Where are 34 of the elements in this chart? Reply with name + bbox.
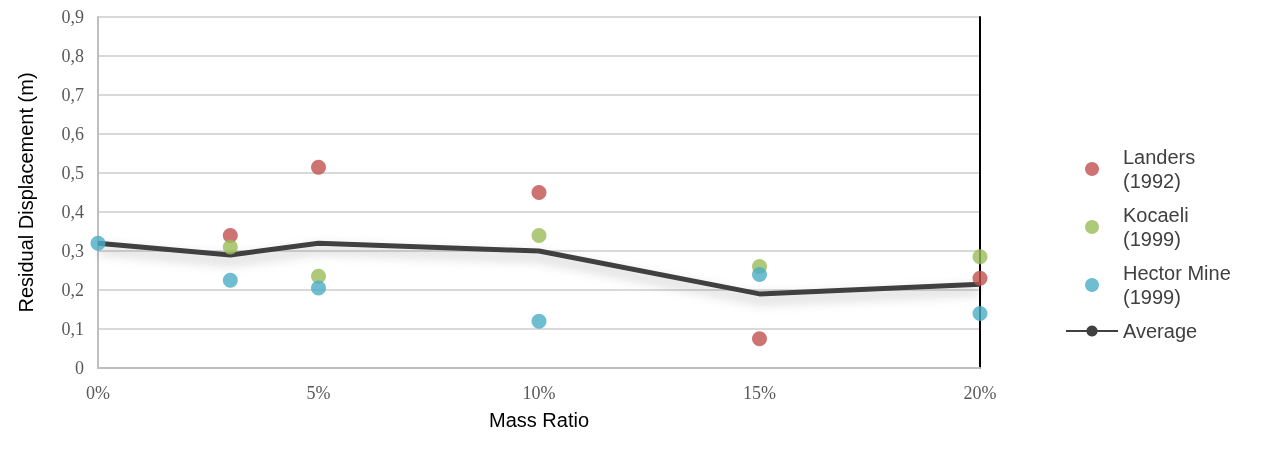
- y-tick-label: 0,1: [61, 319, 84, 339]
- y-tick-label: 0,3: [61, 241, 84, 261]
- point: [90, 235, 106, 251]
- y-axis-title: Residual Displacement (m): [15, 72, 37, 313]
- x-tick-label: 0%: [86, 383, 110, 403]
- legend-label: Average: [1123, 320, 1198, 342]
- point: [752, 266, 767, 282]
- x-tick-label: 5%: [306, 383, 331, 403]
- point: [972, 270, 988, 286]
- point: [531, 185, 547, 200]
- x-tick-label: 10%: [522, 383, 556, 403]
- y-tick-label: 0: [75, 358, 84, 378]
- point: [311, 159, 326, 175]
- legend-label: Hector Mine (1999): [1123, 262, 1237, 308]
- x-axis-title: Mass Ratio: [488, 409, 590, 431]
- y-tick-label: 0,4: [61, 202, 84, 222]
- y-tick-label: 0,5: [61, 163, 84, 183]
- point: [531, 227, 547, 243]
- point: [752, 331, 767, 347]
- y-tick-label: 0,7: [61, 85, 84, 105]
- x-tick-label: 15%: [743, 383, 776, 403]
- y-tick-label: 0,8: [61, 46, 84, 66]
- point: [222, 239, 238, 255]
- y-tick-label: 0,6: [61, 124, 84, 144]
- legend-label: Landers (1992): [1123, 146, 1201, 192]
- point: [311, 280, 326, 296]
- x-tick-label: 20%: [963, 383, 997, 403]
- point: [972, 305, 988, 321]
- legend-label: Kocaeli (1999): [1123, 204, 1195, 250]
- point: [972, 249, 988, 265]
- point: [531, 313, 547, 329]
- y-tick-label: 0,9: [61, 7, 84, 27]
- point: [222, 272, 238, 288]
- y-tick-label: 0,2: [61, 280, 84, 300]
